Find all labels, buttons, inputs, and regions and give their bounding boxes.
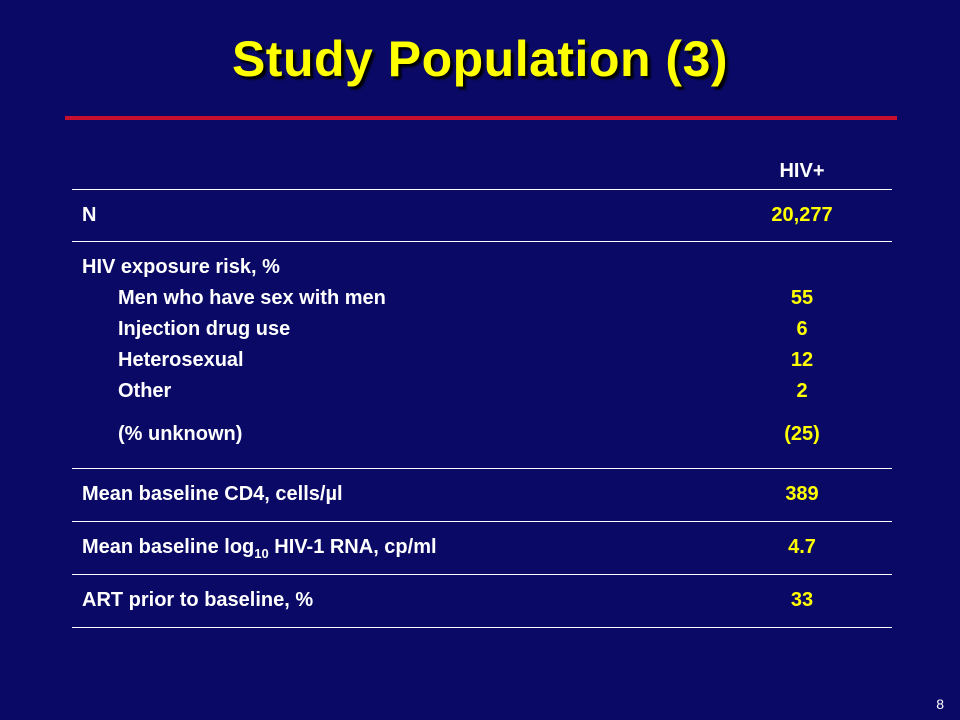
row-label-heterosexual: Heterosexual: [118, 349, 244, 371]
page-number: 8: [936, 696, 944, 712]
row-value-msm: 55: [790, 287, 814, 309]
table-row: Mean baseline CD4, cells/µl 389: [72, 469, 892, 522]
row-label-art: ART prior to baseline, %: [82, 589, 314, 611]
row-label-unknown: (% unknown): [118, 423, 243, 445]
data-table: HIV+ N 20,277 HIV exposure risk, % Men w…: [72, 152, 892, 628]
row-label-n: N: [82, 204, 97, 226]
table-header-row: HIV+: [72, 152, 892, 190]
row-value-other: 2: [796, 380, 808, 402]
row-label-cd4: Mean baseline CD4, cells/µl: [82, 483, 343, 505]
table-row: N 20,277: [72, 190, 892, 242]
row-label-rna: Mean baseline log10 HIV-1 RNA, cp/ml: [82, 536, 437, 561]
row-value-idu: 6: [796, 318, 808, 340]
row-label-other: Other: [118, 380, 172, 402]
row-value-rna: 4.7: [788, 536, 816, 558]
row-value-unknown: (25): [784, 423, 820, 445]
row-value-heterosexual: 12: [790, 349, 814, 371]
row-label-idu: Injection drug use: [118, 318, 291, 340]
row-value-art: 33: [790, 589, 814, 611]
row-label-exposure: HIV exposure risk, %: [82, 256, 280, 278]
title-divider: [65, 116, 897, 120]
table-row: ART prior to baseline, % 33: [72, 575, 892, 628]
row-label-msm: Men who have sex with men: [118, 287, 386, 309]
table-row-exposure: HIV exposure risk, % Men who have sex wi…: [72, 242, 892, 469]
row-value-n: 20,277: [771, 204, 833, 226]
table-row: Mean baseline log10 HIV-1 RNA, cp/ml 4.7: [72, 522, 892, 575]
row-value-cd4: 389: [785, 483, 819, 505]
column-header-hiv: HIV+: [779, 160, 825, 182]
slide-title: Study Population (3): [231, 31, 729, 87]
